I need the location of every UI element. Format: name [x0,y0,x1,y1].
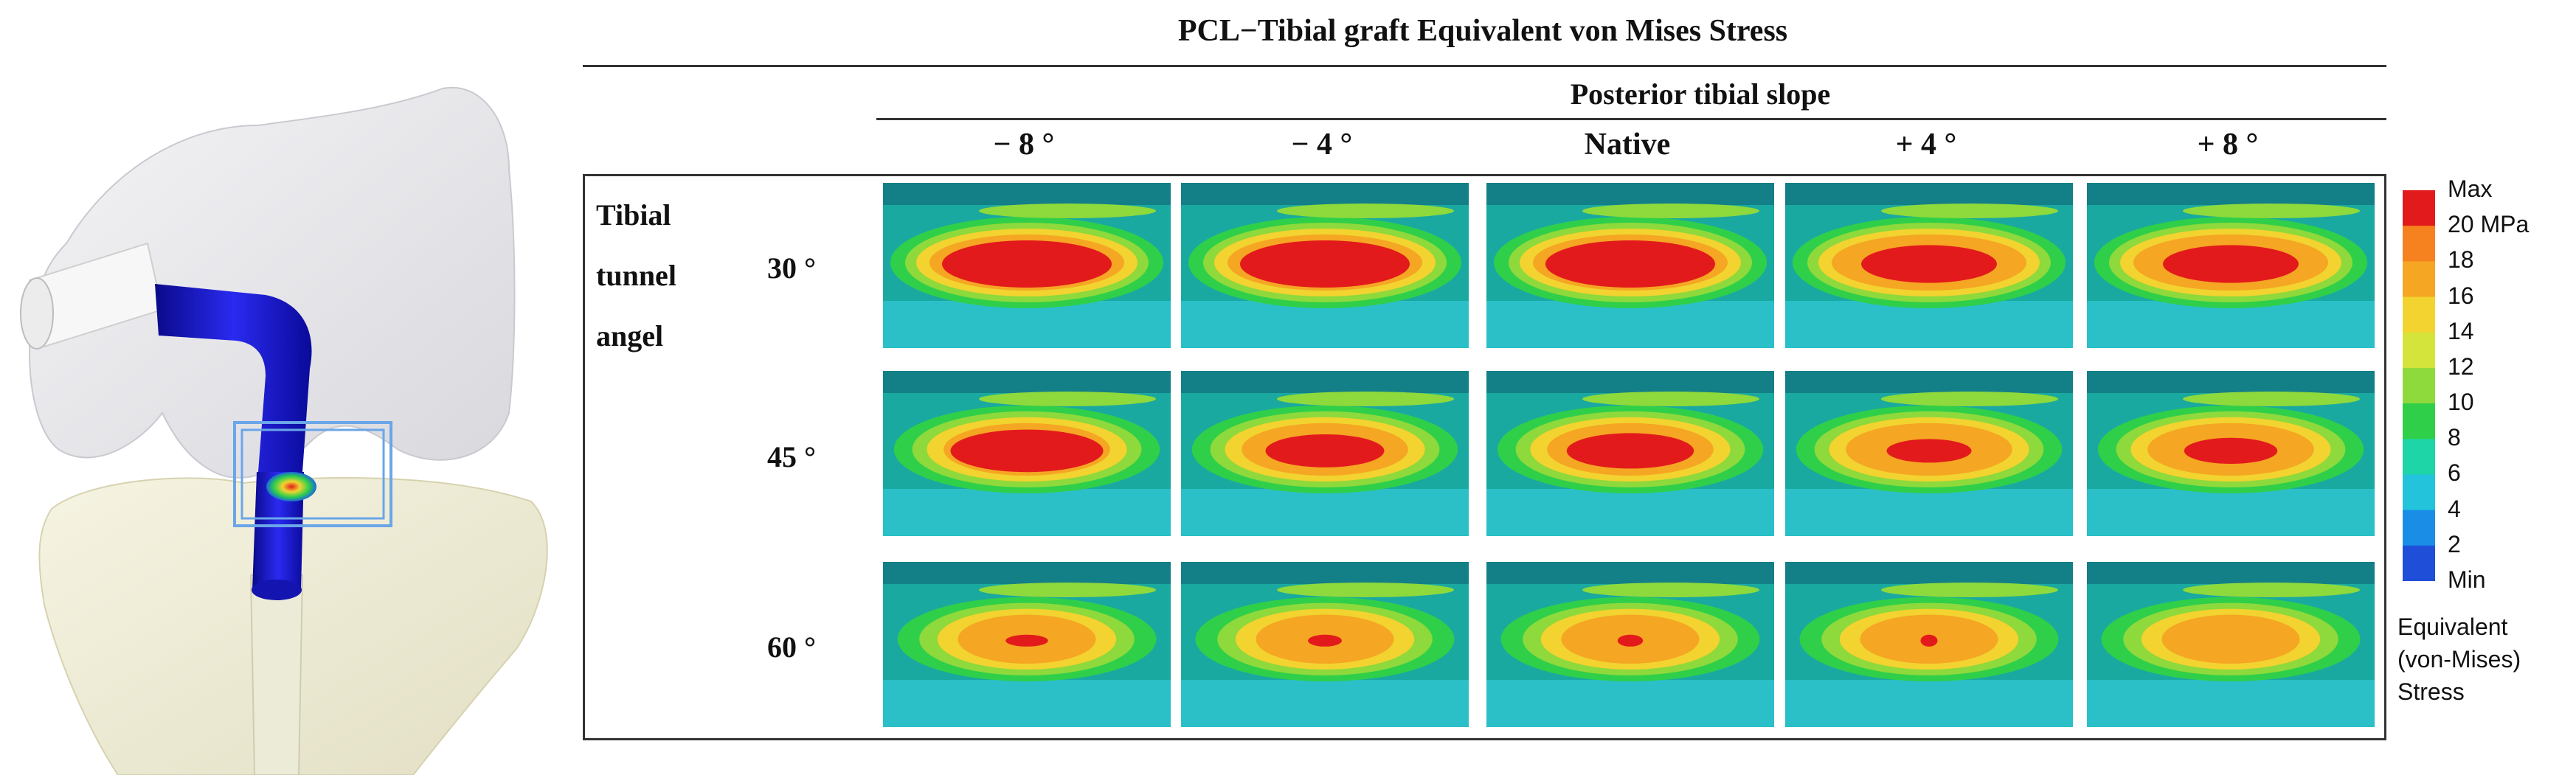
knee-model-illustration [20,86,548,775]
row-label-60: 60 ° [767,630,816,664]
scale-swatch-2 [2403,261,2435,298]
title-rule [583,65,2386,67]
row-label-30: 30 ° [767,251,816,285]
results-panel [583,174,2386,740]
femur-bone [29,86,516,479]
legend-caption-line2: (von-Mises) [2397,646,2521,673]
stress-map-r3-c1 [883,562,1171,727]
scale-label-7: 8 [2448,424,2461,451]
scale-swatch-8 [2403,474,2435,511]
stress-color-scale [2403,190,2435,581]
column-group-title: Posterior tibial slope [1570,77,1831,111]
column-header-plus4: + 4 ° [1895,128,1957,161]
scale-label-8: 6 [2448,459,2461,487]
row-group-title-line2: tunnel [596,259,676,292]
row-label-45: 45 ° [767,440,816,473]
stress-map-r1-c2 [1181,183,1469,348]
stress-map-r1-c1 [883,183,1171,348]
stress-map-r3-c4 [1785,562,2073,727]
scale-label-3: 16 [2448,282,2474,309]
scale-label-0: Max [2448,175,2493,202]
stress-map-r1-c3 [1486,183,1774,348]
scale-swatch-6 [2403,403,2435,439]
scale-label-6: 10 [2448,389,2474,416]
tibial-tunnel [249,574,304,775]
stress-map-r2-c5 [2087,371,2375,536]
row-group-title-line3: angel [596,319,664,352]
scale-swatch-3 [2403,296,2435,333]
scale-label-4: 14 [2448,317,2474,344]
legend-caption-line3: Stress [2397,678,2465,705]
scale-swatch-1 [2403,226,2435,262]
column-header-minus8: − 8 ° [993,128,1055,161]
pcl-graft [155,284,312,472]
scale-label-5: 12 [2448,352,2474,380]
scale-label-2: 18 [2448,246,2474,274]
scale-label-1: 20 MPa [2448,211,2530,238]
stress-map-r1-c4 [1785,183,2073,348]
legend-caption-line1: Equivalent [2397,614,2508,640]
scale-label-10: 2 [2448,530,2461,557]
stress-map-r2-c1 [883,371,1171,536]
scale-label-9: 4 [2448,495,2461,522]
scale-swatch-4 [2403,332,2435,369]
stress-map-r2-c4 [1785,371,2073,536]
column-header-native: Native [1584,128,1671,161]
scale-swatch-0 [2403,190,2435,226]
scale-label-11: Min [2448,566,2486,593]
figure-title: PCL−Tibial graft Equivalent von Mises St… [1177,14,1788,48]
scale-swatch-7 [2403,439,2435,475]
stress-map-r2-c3 [1486,371,1774,536]
column-header-plus8: + 8 ° [2197,128,2259,161]
stress-map-r3-c2 [1181,562,1469,727]
stress-map-r2-c2 [1181,371,1469,536]
scale-swatch-5 [2403,367,2435,404]
zoom-box [233,421,392,527]
row-group-title-line1: Tibial [596,198,671,232]
stress-map-r3-c3 [1486,562,1774,727]
scale-swatch-10 [2403,545,2435,581]
legend-caption: Equivalent (von-Mises) Stress [2397,611,2575,708]
scale-swatch-9 [2403,510,2435,546]
stress-map-r3-c5 [2087,562,2375,727]
column-header-minus4: − 4 ° [1291,128,1353,161]
subtitle-rule [876,118,2386,120]
stress-map-r1-c5 [2087,183,2375,348]
